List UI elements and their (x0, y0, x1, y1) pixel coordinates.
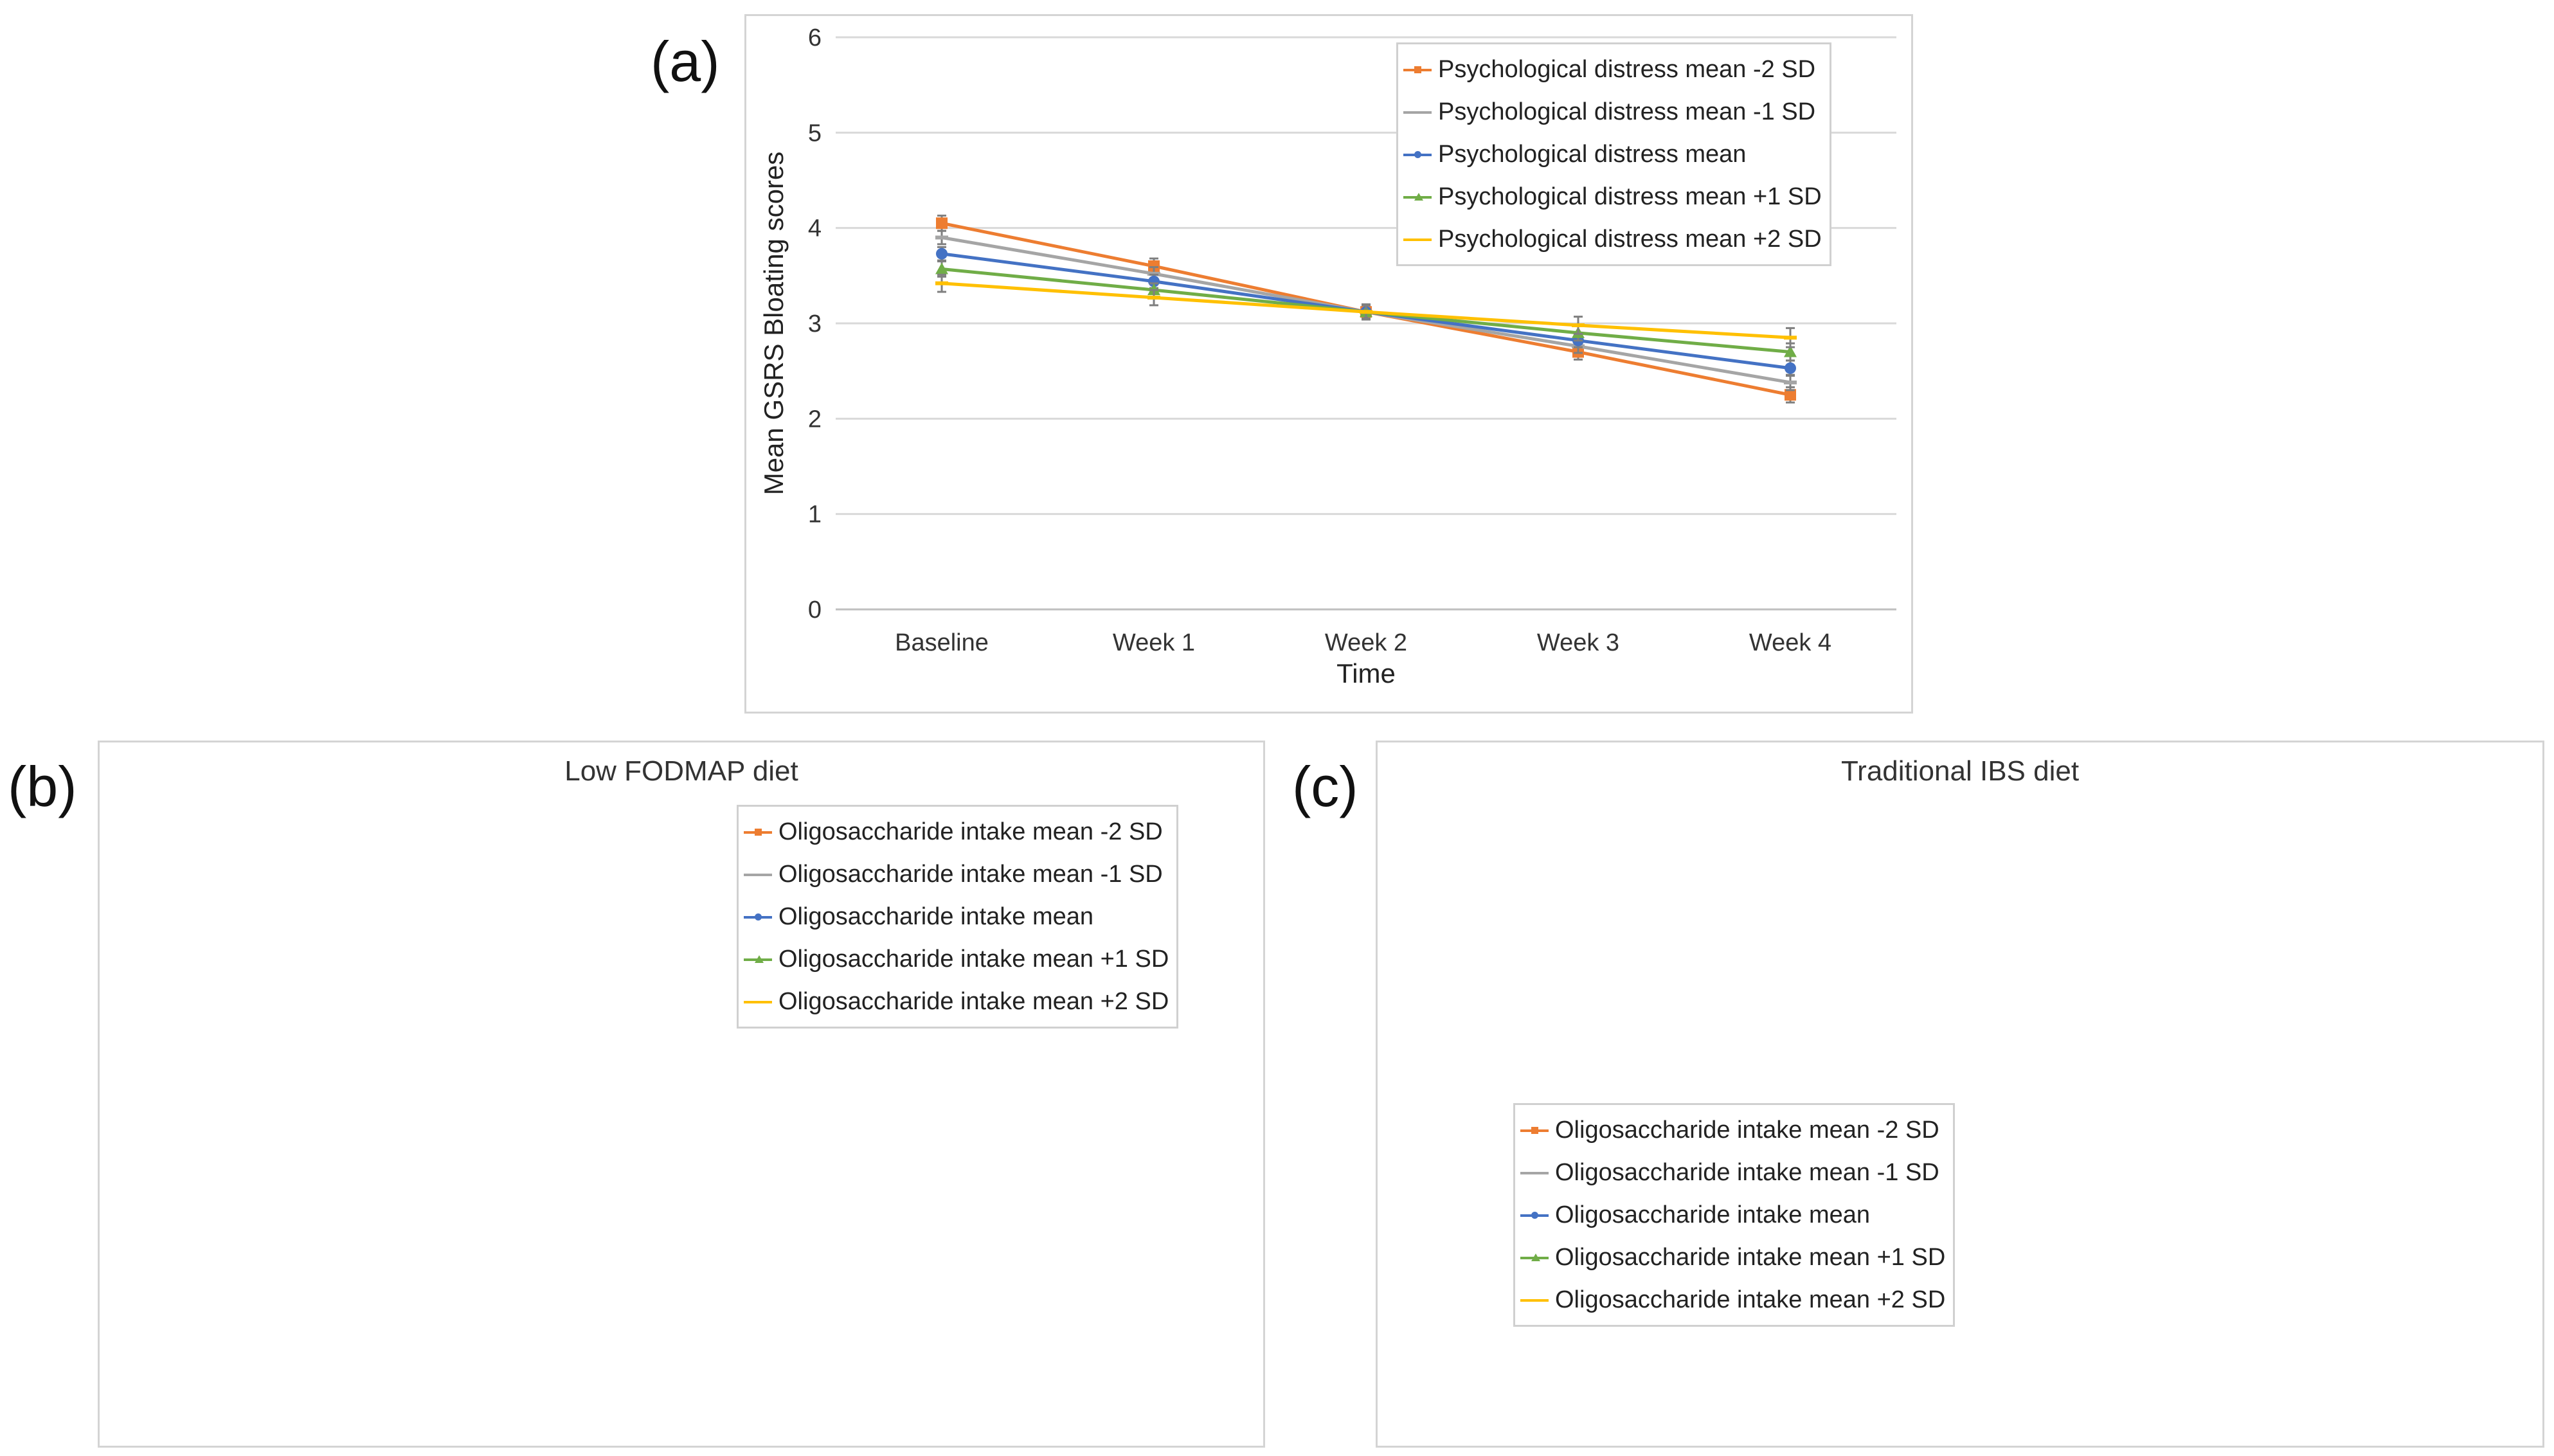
legend-swatch-icon (1520, 1126, 1549, 1134)
legend-swatch-icon (744, 998, 772, 1005)
panel-a-ytick-label: 5 (808, 120, 822, 147)
panel-a-series-4-point (1784, 336, 1797, 340)
panel-a-xtick-label: Week 4 (1749, 629, 1831, 656)
panel-c: Traditional IBS diet (1376, 741, 2544, 1448)
panel-a-series-0-point (936, 217, 948, 229)
panel-a-series-4-point (1360, 310, 1372, 314)
panel-a-series-0-point (1785, 389, 1796, 401)
legend-label: Psychological distress mean +1 SD (1438, 183, 1822, 210)
legend-item: Psychological distress mean -1 SD (1403, 91, 1822, 133)
panel-b-legend: Oligosaccharide intake mean -2 SD Oligosa… (737, 805, 1179, 1029)
panel-a-series-4-point (935, 281, 948, 285)
legend-item: Oligosaccharide intake mean -1 SD (1520, 1151, 1945, 1194)
legend-item: Psychological distress mean +1 SD (1403, 175, 1822, 218)
panel-a-series-2-point (936, 247, 948, 260)
legend-label: Oligosaccharide intake mean +2 SD (1555, 1286, 1946, 1313)
legend-swatch-icon (1520, 1211, 1549, 1219)
legend-swatch-icon (744, 870, 772, 878)
panel-a-series-2-point (1148, 275, 1160, 287)
legend-swatch-icon (1520, 1254, 1549, 1261)
legend-label: Oligosaccharide intake mean (778, 903, 1094, 930)
legend-swatch-icon (1403, 193, 1432, 201)
panel-a-ytick-label: 4 (808, 215, 822, 242)
legend-label: Psychological distress mean -2 SD (1438, 55, 1816, 83)
legend-label: Oligosaccharide intake mean -2 SD (778, 818, 1163, 845)
legend-item: Oligosaccharide intake mean +2 SD (744, 980, 1169, 1023)
legend-swatch-icon (1403, 150, 1432, 158)
legend-item: Oligosaccharide intake mean -1 SD (744, 853, 1169, 895)
panel-a-xtick-label: Baseline (895, 629, 989, 656)
legend-label: Oligosaccharide intake mean -2 SD (1555, 1116, 1939, 1144)
legend-item: Psychological distress mean (1403, 133, 1822, 175)
legend-swatch-icon (1403, 235, 1432, 243)
legend-label: Oligosaccharide intake mean (1555, 1201, 1871, 1228)
legend-item: Psychological distress mean +2 SD (1403, 218, 1822, 260)
panel-b-tag: (b) (8, 755, 77, 818)
legend-swatch-icon (1403, 108, 1432, 116)
legend-swatch-icon (744, 955, 772, 963)
panel-a-series-3-point (1784, 345, 1797, 357)
panel-b-title: Low FODMAP diet (564, 755, 798, 787)
legend-label: Oligosaccharide intake mean +2 SD (778, 987, 1169, 1015)
panel-a-ytick-label: 6 (808, 24, 822, 51)
legend-label: Psychological distress mean -1 SD (1438, 98, 1816, 125)
panel-a-tag: (a) (651, 30, 720, 93)
legend-item: Oligosaccharide intake mean (1520, 1194, 1945, 1236)
panel-a-series-4-point (1572, 323, 1585, 327)
legend-swatch-icon (1403, 66, 1432, 73)
panel-a-y-axis-title: Mean GSRS Bloating scores (759, 152, 789, 496)
panel-a-x-axis-title: Time (1336, 658, 1396, 688)
panel-a-xtick-label: Week 2 (1325, 629, 1407, 656)
panel-a-series-2-point (1785, 362, 1796, 374)
panel-a-series-4-point (1147, 295, 1160, 300)
panel-a-legend: Psychological distress mean -2 SD Psychol… (1396, 42, 1831, 266)
legend-item: Oligosaccharide intake mean +1 SD (1520, 1236, 1945, 1279)
panel-c-tag: (c) (1292, 755, 1358, 818)
panel-a-xtick-label: Week 1 (1113, 629, 1195, 656)
panel-a-series-3-point (935, 262, 948, 274)
panel-a-ytick-label: 1 (808, 501, 822, 528)
legend-swatch-icon (1520, 1296, 1549, 1304)
panel-a-xtick-label: Week 3 (1537, 629, 1619, 656)
legend-label: Oligosaccharide intake mean -1 SD (1555, 1158, 1939, 1186)
panel-a-series-1-point (1784, 380, 1797, 384)
legend-item: Oligosaccharide intake mean +2 SD (1520, 1279, 1945, 1321)
panel-a-ytick-label: 3 (808, 310, 822, 337)
panel-a-series-1-point (935, 235, 948, 240)
panel-a-ytick-label: 0 (808, 597, 822, 624)
legend-label: Oligosaccharide intake mean +1 SD (1555, 1243, 1946, 1271)
legend-item: Oligosaccharide intake mean +1 SD (744, 938, 1169, 980)
legend-swatch-icon (1520, 1169, 1549, 1176)
legend-item: Oligosaccharide intake mean -2 SD (744, 811, 1169, 853)
panel-c-legend: Oligosaccharide intake mean -2 SD Oligosa… (1513, 1103, 1956, 1327)
legend-label: Oligosaccharide intake mean +1 SD (778, 945, 1169, 973)
legend-label: Psychological distress mean (1438, 140, 1747, 168)
legend-item: Oligosaccharide intake mean -2 SD (1520, 1109, 1945, 1151)
legend-item: Oligosaccharide intake mean (744, 895, 1169, 938)
legend-swatch-icon (744, 828, 772, 836)
legend-label: Psychological distress mean +2 SD (1438, 225, 1822, 253)
panel-c-title: Traditional IBS diet (1840, 755, 2080, 787)
legend-label: Oligosaccharide intake mean -1 SD (778, 860, 1163, 888)
legend-item: Psychological distress mean -2 SD (1403, 48, 1822, 91)
panel-a-ytick-label: 2 (808, 406, 822, 433)
legend-swatch-icon (744, 913, 772, 921)
